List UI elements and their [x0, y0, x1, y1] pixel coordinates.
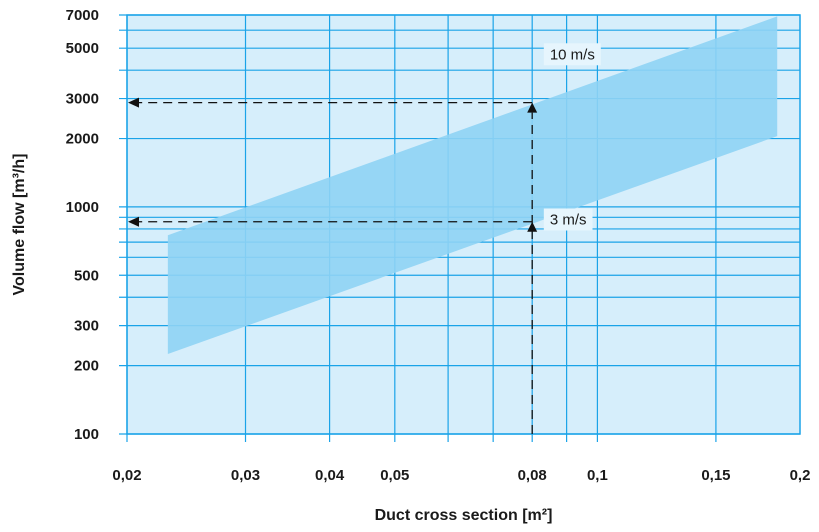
y-tick-label: 1000 [66, 199, 99, 216]
up-arrowhead [527, 102, 538, 113]
speed-label: 10 m/s [543, 43, 601, 66]
svg-text:3 m/s: 3 m/s [550, 212, 587, 229]
x-tick-label: 0,03 [231, 467, 260, 484]
left-arrowhead [128, 97, 139, 108]
left-arrowhead [128, 216, 139, 227]
y-tick-label: 2000 [66, 131, 99, 148]
x-axis-title: Duct cross section [m²] [375, 507, 553, 524]
svg-text:10 m/s: 10 m/s [550, 46, 595, 63]
x-tick-label: 0,02 [112, 467, 141, 484]
y-axis-title: Volume flow [m³/h] [11, 154, 28, 296]
speed-labels: 10 m/s 3 m/s [543, 43, 601, 231]
x-tick-label: 0,15 [701, 467, 730, 484]
x-tick-labels: 0,02 0,03 0,04 0,05 0,08 0,1 0,15 0,2 [112, 467, 810, 484]
x-tick-label: 0,08 [518, 467, 547, 484]
y-tick-label: 3000 [66, 91, 99, 108]
x-tick-label: 0,1 [587, 467, 608, 484]
y-tick-label: 500 [74, 267, 99, 284]
x-tick-label: 0,05 [380, 467, 409, 484]
velocity-band [167, 16, 778, 355]
y-tick-label: 5000 [66, 40, 99, 57]
speed-label: 3 m/s [543, 208, 593, 231]
plot-frame [126, 14, 801, 435]
x-tick-label: 0,04 [315, 467, 345, 484]
y-tick-label: 300 [74, 318, 99, 335]
up-arrowhead [527, 221, 538, 232]
y-tick-label: 100 [74, 426, 99, 443]
y-tick-labels: 100 200 300 500 1000 2000 3000 5000 7000 [66, 7, 99, 443]
example-reading [128, 97, 538, 434]
y-tick-label: 7000 [66, 7, 99, 24]
y-tick-label: 200 [74, 358, 99, 375]
x-tick-label: 0,2 [790, 467, 811, 484]
